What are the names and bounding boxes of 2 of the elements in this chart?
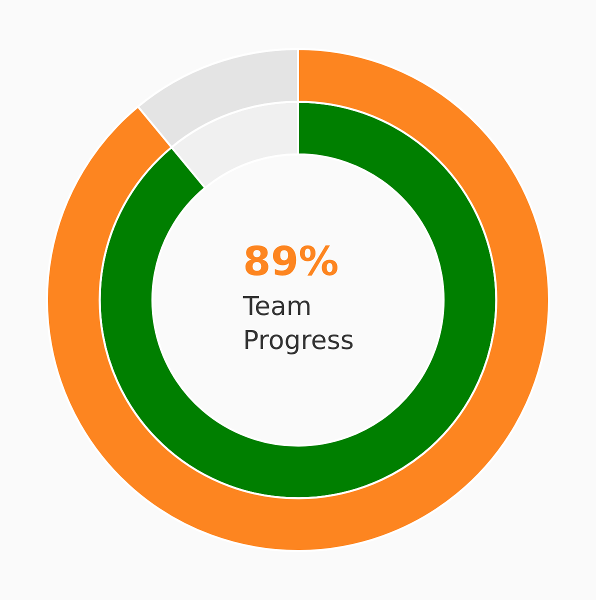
text: 89% — [243, 238, 339, 286]
text: Team Progress — [243, 291, 355, 358]
